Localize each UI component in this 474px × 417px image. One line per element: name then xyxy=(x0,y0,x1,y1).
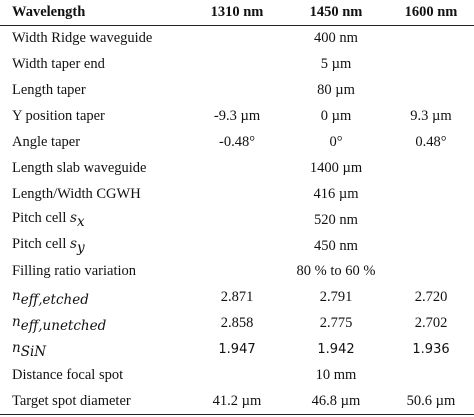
row-label: Pitch cell sx xyxy=(0,207,190,233)
subscript-sin: SiN xyxy=(20,343,47,360)
subscript-eff-unetched: eff,unetched xyxy=(20,317,107,334)
value-1310nm: -0.48° xyxy=(218,134,255,150)
value-1310nm: 2.858 xyxy=(220,315,254,332)
row-label: Pitch cell sy xyxy=(0,233,190,259)
value-1450nm: 46.8 µm xyxy=(284,388,388,416)
table-row: Width Ridge waveguide 400 nm xyxy=(0,26,474,52)
table-row: Pitch cell sy 450 nm xyxy=(0,233,474,259)
value-1310nm: -9.3 µm xyxy=(213,108,261,125)
row-label: Length/Width CGWH xyxy=(12,185,141,202)
row-label: Y position taper xyxy=(12,108,105,125)
table-row: neff,unetched 2.858 2.775 2.702 xyxy=(0,311,474,337)
subscript-eff-etched: eff,etched xyxy=(20,291,89,308)
table-row: nSiN 1.947 1.942 1.936 xyxy=(0,337,474,363)
row-label: Length slab waveguide xyxy=(12,159,147,176)
table-row: Filling ratio variation 80 % to 60 % xyxy=(0,259,474,285)
value-1310nm: 41.2 µm xyxy=(190,388,284,416)
value-1450nm: 2.791 xyxy=(319,289,353,306)
value-1450nm: 0 µm xyxy=(320,108,352,125)
table-row: Length taper 80 µm xyxy=(0,78,474,104)
value-1600nm: 2.720 xyxy=(414,289,448,306)
row-label: Distance focal spot xyxy=(12,367,124,384)
row-label: Length taper xyxy=(12,82,86,99)
row-shared-value: 450 nm xyxy=(314,237,358,254)
table-row: Distance focal spot 10 mm xyxy=(0,363,474,389)
table-row: Pitch cell sx 520 nm xyxy=(0,207,474,233)
row-shared-value: 1400 µm xyxy=(309,159,363,176)
table-row: Width taper end 5 µm xyxy=(0,52,474,78)
value-1450nm: 0° xyxy=(329,134,343,150)
value-1600nm: 9.3 µm xyxy=(410,108,452,125)
value-1310nm: 2.871 xyxy=(220,289,254,306)
symbol-n: n xyxy=(12,287,21,304)
row-label-text: Pitch cell xyxy=(12,210,70,227)
symbol-n: n xyxy=(12,339,21,356)
value-1600nm: 2.702 xyxy=(414,315,448,332)
value-1600nm: 0.48° xyxy=(415,134,447,150)
row-shared-value: 520 nm xyxy=(314,211,358,228)
row-shared-value: 80 µm xyxy=(317,82,355,99)
table-row: neff,etched 2.871 2.791 2.720 xyxy=(0,285,474,311)
symbol-s: s xyxy=(70,210,77,227)
table-row: Y position taper -9.3 µm 0 µm 9.3 µm xyxy=(0,104,474,130)
symbol-s: s xyxy=(70,236,77,253)
row-label: Angle taper xyxy=(12,134,81,150)
row-label: Width Ridge waveguide xyxy=(12,30,153,47)
table-row: Target spot diameter 41.2 µm 46.8 µm 50.… xyxy=(0,388,474,416)
row-label: Target spot diameter xyxy=(0,388,190,416)
value-1450nm: 2.775 xyxy=(319,315,353,332)
row-label-text: Pitch cell xyxy=(12,236,70,253)
value-1600nm: 50.6 µm xyxy=(388,388,474,416)
row-label: Filling ratio variation xyxy=(12,263,137,280)
row-shared-value: 10 mm xyxy=(315,367,357,384)
row-shared-value: 416 µm xyxy=(313,185,359,202)
row-label: Width taper end xyxy=(12,56,105,73)
value-1310nm: 1.947 xyxy=(218,342,256,358)
row-shared-value: 80 % to 60 % xyxy=(296,263,376,280)
subscript-x: x xyxy=(76,214,85,231)
table-header-row: Wavelength 1310 nm 1450 nm 1600 nm xyxy=(0,0,474,26)
table-row: Angle taper -0.48° 0° 0.48° xyxy=(0,130,474,156)
row-label: nSiN xyxy=(0,337,190,363)
header-1310nm: 1310 nm xyxy=(190,0,284,26)
value-1600nm: 1.936 xyxy=(412,342,450,358)
value-1450nm: 1.942 xyxy=(317,342,355,358)
table-row: Length/Width CGWH 416 µm xyxy=(0,181,474,207)
header-wavelength: Wavelength xyxy=(0,0,190,26)
subscript-y: y xyxy=(76,240,85,257)
table-row: Length slab waveguide 1400 µm xyxy=(0,155,474,181)
header-1600nm: 1600 nm xyxy=(388,0,474,26)
row-shared-value: 400 nm xyxy=(314,30,358,47)
row-label: neff,etched xyxy=(0,285,190,311)
symbol-n: n xyxy=(12,313,21,330)
header-1450nm: 1450 nm xyxy=(284,0,388,26)
row-label: neff,unetched xyxy=(0,311,190,337)
row-shared-value: 5 µm xyxy=(320,56,352,73)
